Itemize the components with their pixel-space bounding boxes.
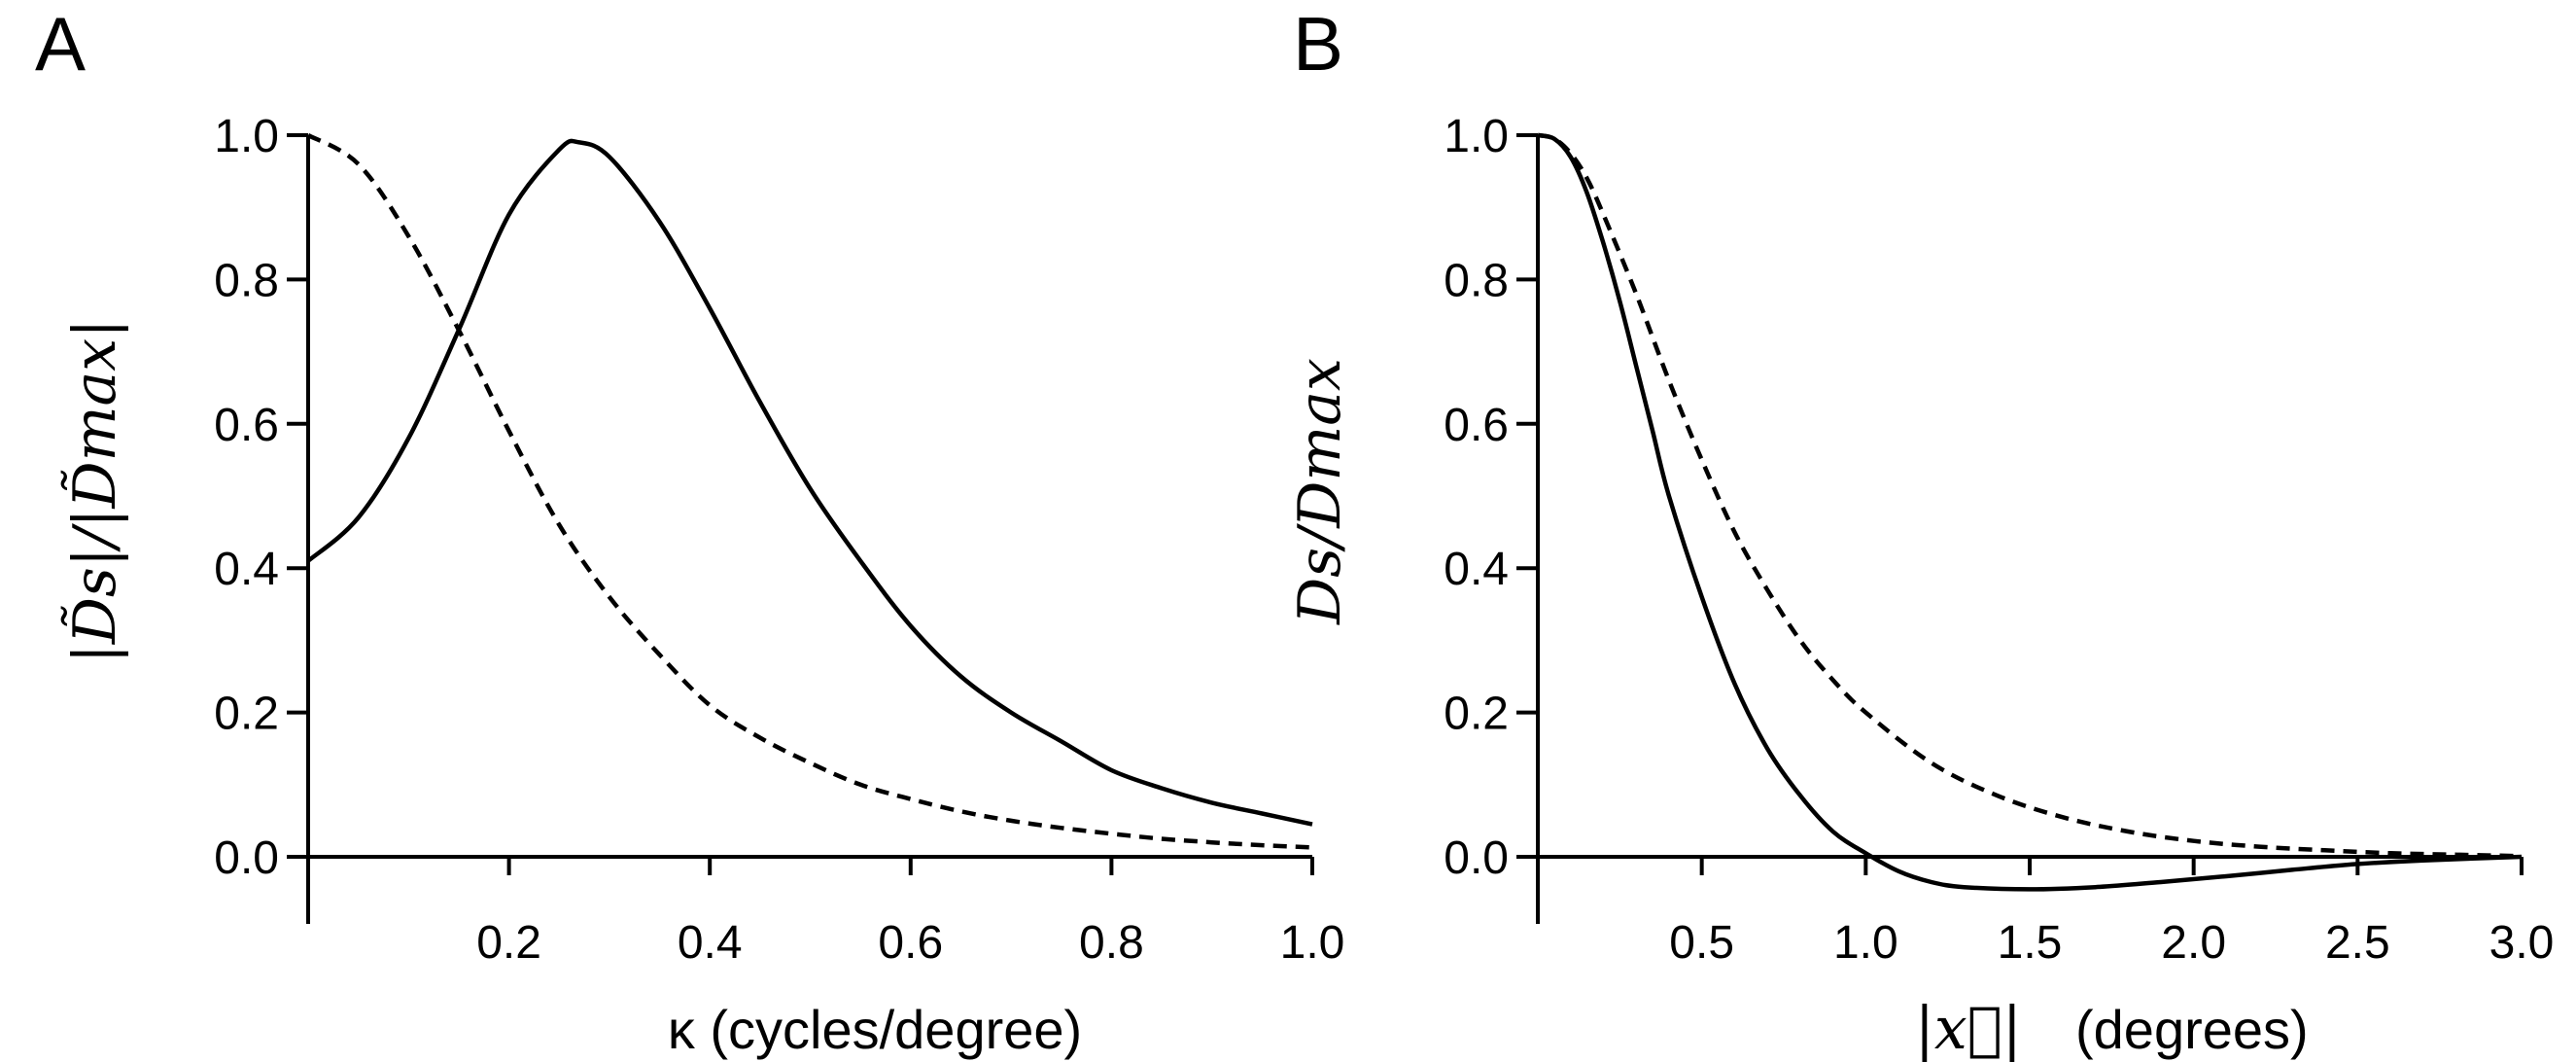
panel-a-x-tick-label: 0.4 (678, 917, 743, 969)
panel-a: A 0.0 0.2 0.4 0.6 0.8 1.0 0.2 0.4 0.6 0.8 1.0 κ (c… (35, 1, 1344, 1060)
panel-a-y-tick-label: 0.4 (214, 544, 279, 595)
panel-a-x-tick-label: 0.8 (1079, 917, 1144, 969)
panel-b-x-axis-math: |x⃗| (1915, 995, 2022, 1062)
panel-a-y-axis-label: |D̃s|/|D̃max| (60, 319, 129, 664)
panel-a-y-axis-label-group: |D̃s|/|D̃max| (60, 319, 129, 664)
panel-a-curves (306, 132, 1313, 850)
panel-b-dashed-curve (1537, 132, 2523, 859)
panel-a-x-tick-label: 0.6 (878, 917, 943, 969)
panel-b-x-tick-label: 0.5 (1669, 917, 1734, 969)
panel-a-y-tick-label: 0.6 (214, 400, 279, 451)
panel-b-y-tick-label: 0.2 (1444, 689, 1509, 740)
panel-a-y-tick-label: 0.2 (214, 689, 279, 740)
panel-b-x-tick-label: 3.0 (2489, 917, 2555, 969)
panel-a-dashed-curve (306, 132, 1313, 850)
panel-a-y-tick-label: 0.0 (214, 832, 279, 884)
panel-a-solid-curve (306, 138, 1313, 827)
panel-b-y-tick-label: 0.0 (1444, 832, 1509, 884)
panel-b-x-tick-label: 1.0 (1833, 917, 1898, 969)
panel-b-y-axis-label-group: Ds/Dmax (1286, 358, 1354, 625)
panel-b-letter: B (1293, 1, 1343, 87)
panel-b-y-tick-label: 1.0 (1444, 111, 1509, 162)
panel-a-x-axis-label: κ (cycles/degree) (668, 999, 1082, 1060)
panel-b-x-axis-label: (degrees) (2075, 999, 2309, 1060)
panel-b-x-tick-label: 2.0 (2161, 917, 2226, 969)
panel-a-y-tick-label: 1.0 (214, 111, 279, 162)
panel-b-y-tick-label: 0.4 (1444, 544, 1509, 595)
panel-b: B 0.0 0.2 0.4 0.6 0.8 1.0 0.5 1.0 1.5 2.0 2.5 3.0 |… (1286, 1, 2554, 1062)
panel-b-y-tick-label: 0.8 (1444, 255, 1509, 306)
panel-b-curves (1537, 132, 2523, 892)
panel-b-y-axis-label: Ds/Dmax (1286, 358, 1354, 625)
panel-a-axes: 0.0 0.2 0.4 0.6 0.8 1.0 0.2 0.4 0.6 0.8 1.0 (214, 111, 1344, 969)
panel-b-x-tick-label: 2.5 (2325, 917, 2390, 969)
panel-a-x-tick-label: 1.0 (1280, 917, 1345, 969)
panel-a-x-tick-label: 0.2 (476, 917, 541, 969)
panel-b-y-tick-label: 0.6 (1444, 400, 1509, 451)
panel-b-axes: 0.0 0.2 0.4 0.6 0.8 1.0 0.5 1.0 1.5 2.0 2.5 3.0 (1444, 111, 2554, 969)
panel-a-y-tick-label: 0.8 (214, 255, 279, 306)
panel-b-solid-curve (1537, 132, 2523, 892)
panel-b-x-tick-label: 1.5 (1998, 917, 2063, 969)
panel-a-letter: A (35, 1, 86, 87)
